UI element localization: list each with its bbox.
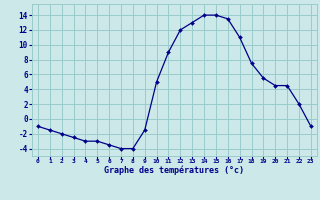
X-axis label: Graphe des températures (°c): Graphe des températures (°c) [104, 166, 244, 175]
